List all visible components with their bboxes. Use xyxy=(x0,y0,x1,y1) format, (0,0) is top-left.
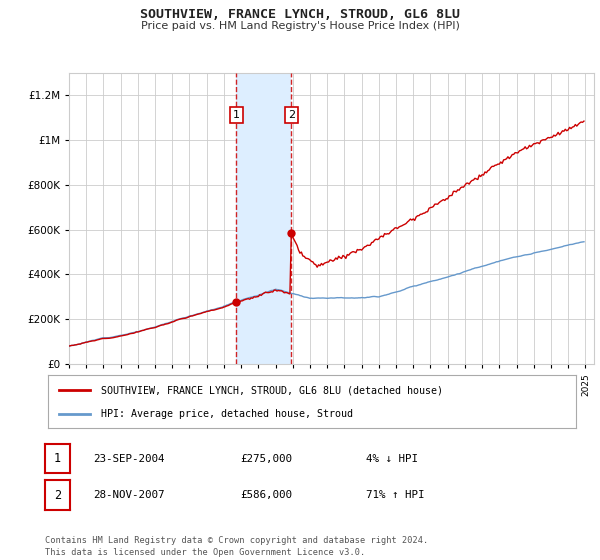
Text: 1: 1 xyxy=(233,110,240,120)
Text: Price paid vs. HM Land Registry's House Price Index (HPI): Price paid vs. HM Land Registry's House … xyxy=(140,21,460,31)
Text: Contains HM Land Registry data © Crown copyright and database right 2024.
This d: Contains HM Land Registry data © Crown c… xyxy=(45,536,428,557)
Text: 4% ↓ HPI: 4% ↓ HPI xyxy=(366,454,418,464)
Text: SOUTHVIEW, FRANCE LYNCH, STROUD, GL6 8LU (detached house): SOUTHVIEW, FRANCE LYNCH, STROUD, GL6 8LU… xyxy=(101,385,443,395)
Text: £275,000: £275,000 xyxy=(240,454,292,464)
Text: £586,000: £586,000 xyxy=(240,490,292,500)
Text: HPI: Average price, detached house, Stroud: HPI: Average price, detached house, Stro… xyxy=(101,408,353,418)
Text: 2: 2 xyxy=(287,110,295,120)
Bar xyxy=(236,73,291,364)
Text: 28-NOV-2007: 28-NOV-2007 xyxy=(93,490,164,500)
Text: 23-SEP-2004: 23-SEP-2004 xyxy=(93,454,164,464)
Text: 1: 1 xyxy=(54,452,61,465)
Text: 71% ↑ HPI: 71% ↑ HPI xyxy=(366,490,425,500)
Text: 2: 2 xyxy=(54,488,61,502)
Text: SOUTHVIEW, FRANCE LYNCH, STROUD, GL6 8LU: SOUTHVIEW, FRANCE LYNCH, STROUD, GL6 8LU xyxy=(140,8,460,21)
